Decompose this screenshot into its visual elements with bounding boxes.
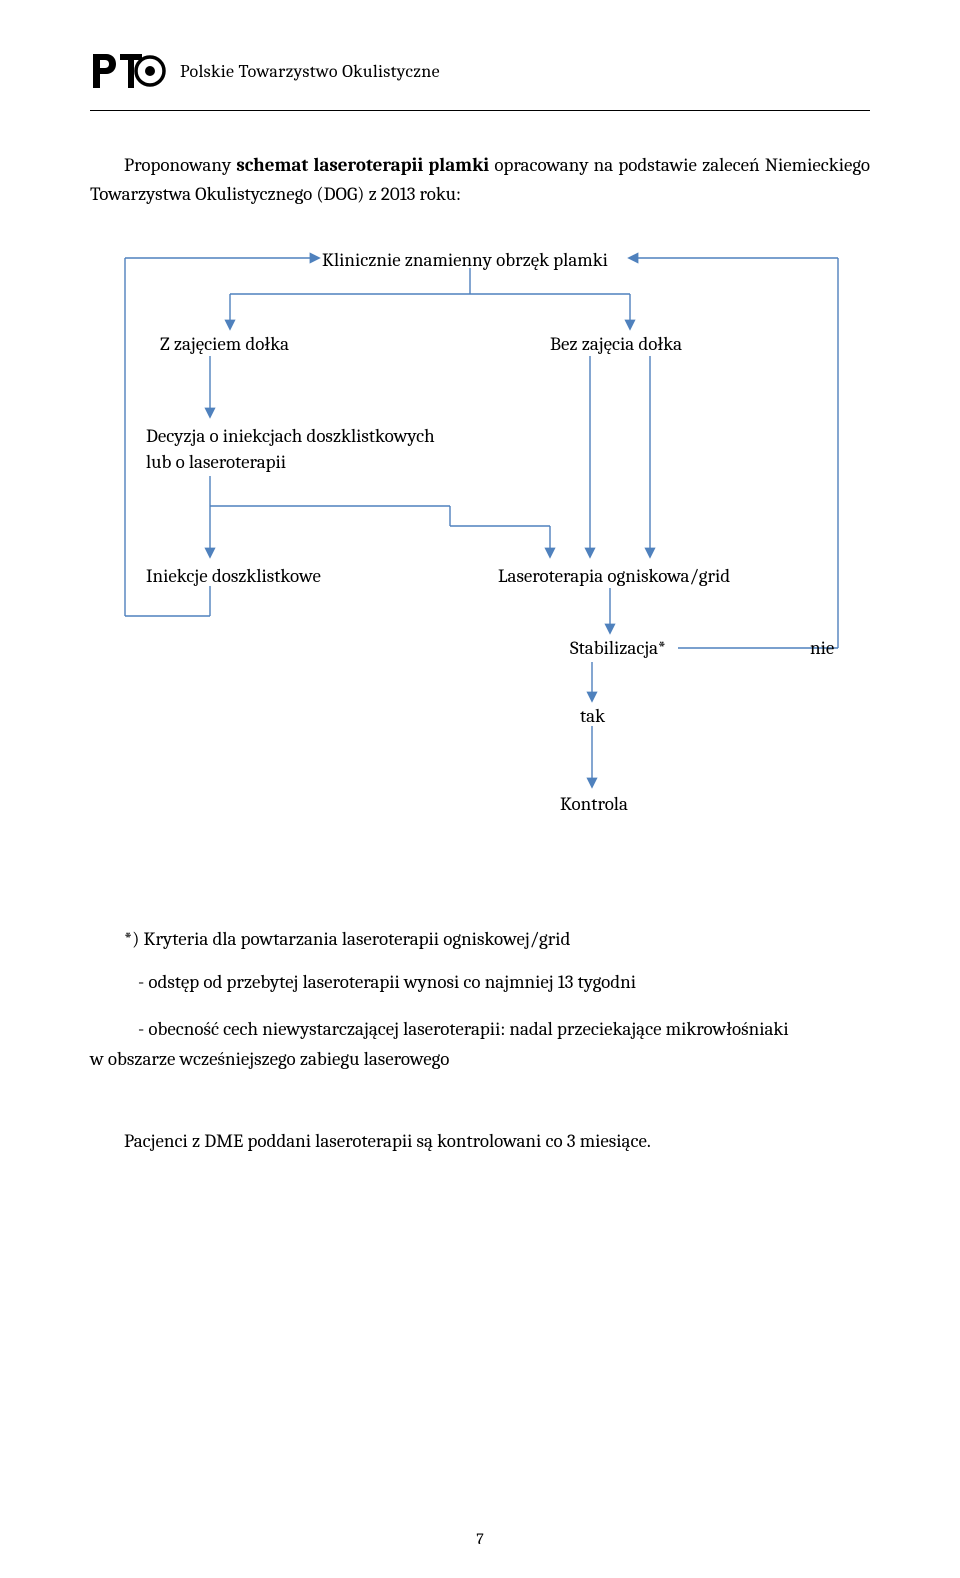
title-bold: schemat laseroterapii plamki xyxy=(236,154,489,176)
criteria-item-2a: - obecność cech niewystarczającej lasero… xyxy=(90,1015,870,1044)
node-iniekcje: Iniekcje doszklistkowe xyxy=(146,564,321,590)
node-stabilizacja: Stabilizacja* xyxy=(570,636,666,662)
criteria-item-2b: w obszarze wcześniejszego zabiegu lasero… xyxy=(90,1045,870,1074)
node-z-zajeciem: Z zajęciem dołka xyxy=(160,332,289,358)
node-decyzja: Decyzja o iniekcjach doszklistkowych lub… xyxy=(146,424,466,475)
node-decyzja-l1: Decyzja o iniekcjach doszklistkowych xyxy=(146,425,435,447)
page-number: 7 xyxy=(0,1530,960,1548)
node-bez-zajecia: Bez zajęcia dołka xyxy=(550,332,682,358)
org-name: Polskie Towarzystwo Okulistyczne xyxy=(180,61,440,82)
page-header: Polskie Towarzystwo Okulistyczne xyxy=(90,50,870,111)
criteria-heading: *) Kryteria dla powtarzania laseroterapi… xyxy=(90,928,870,950)
page-title: Proponowany schemat laseroterapii plamki… xyxy=(90,151,870,210)
node-klinicznie: Klinicznie znamienny obrzęk plamki xyxy=(322,248,608,274)
node-laseroterapia-og: Laseroterapia ogniskowa/grid xyxy=(498,564,730,590)
node-nie: nie xyxy=(810,636,834,662)
node-decyzja-l2: lub o laseroterapii xyxy=(146,451,286,473)
title-pre: Proponowany xyxy=(124,154,236,176)
logo-icon xyxy=(90,50,168,92)
flowchart: Klinicznie znamienny obrzęk plamki Z zaj… xyxy=(90,246,870,886)
followup-text: Pacjenci z DME poddani laseroterapii są … xyxy=(90,1130,870,1152)
node-kontrola: Kontrola xyxy=(560,792,628,818)
node-tak: tak xyxy=(580,704,605,730)
criteria-item-1: - odstęp od przebytej laseroterapii wyno… xyxy=(90,968,870,997)
